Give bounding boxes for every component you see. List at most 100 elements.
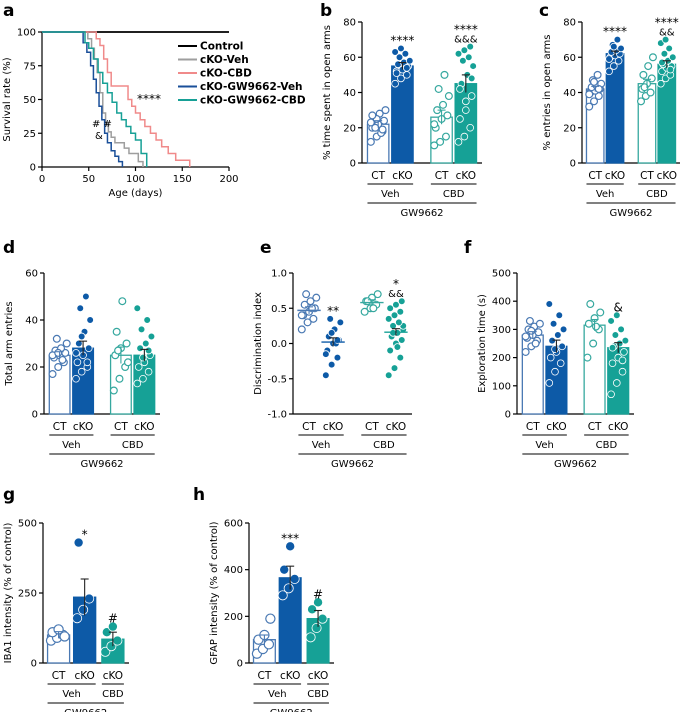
d-data-point xyxy=(133,304,142,313)
b-y-tick-label: 0 xyxy=(350,159,356,170)
a-legend-entry: cKO-GW9662-Veh xyxy=(200,81,303,93)
f-group-label: CBD xyxy=(596,440,618,451)
f-data-point xyxy=(545,300,554,308)
h-group-label: Veh xyxy=(268,689,287,700)
a-x-tick-label: 100 xyxy=(126,174,145,185)
d-data-point xyxy=(139,374,147,383)
a-x-axis-label: Age (days) xyxy=(109,188,163,199)
h-data-point xyxy=(317,613,328,624)
e-category-label: CT xyxy=(302,421,316,433)
f-group-label: Veh xyxy=(535,440,554,451)
d-data-point xyxy=(122,339,131,348)
d-y-tick-label: 20 xyxy=(25,363,38,374)
e-data-point xyxy=(297,311,306,320)
f-y-tick-label: 100 xyxy=(492,381,511,392)
h-group-label: CBD xyxy=(307,689,329,700)
b-data-point xyxy=(456,115,464,123)
e-data-point xyxy=(322,371,330,380)
b-data-point xyxy=(441,132,450,141)
g-y-tick-label: 0 xyxy=(31,659,37,670)
b-data-point xyxy=(460,132,469,141)
d-group-label: CBD xyxy=(122,440,144,451)
b-data-point xyxy=(443,111,452,120)
d-data-point xyxy=(141,339,150,348)
g-data-point xyxy=(84,593,95,604)
a-legend-entry: cKO-GW9662-CBD xyxy=(200,95,306,107)
h-significance: # xyxy=(313,587,323,601)
a-y-tick-label: 25 xyxy=(23,129,36,140)
g-group-label: CBD xyxy=(102,689,124,700)
e-data-point xyxy=(363,297,372,306)
e-data-point xyxy=(336,318,345,327)
c-data-point xyxy=(613,35,622,44)
panel-label-d: d xyxy=(3,238,15,258)
c-y-tick-label: 0 xyxy=(570,159,576,170)
g-data-point xyxy=(59,631,70,642)
b-data-point xyxy=(397,74,405,83)
c-y-tick-label: 60 xyxy=(563,53,576,64)
b-category-label: cKO xyxy=(392,170,412,182)
e-data-point xyxy=(369,304,378,313)
f-data-point xyxy=(535,319,544,328)
d-data-point xyxy=(136,344,144,353)
a-legend-entry: cKO-CBD xyxy=(200,68,252,80)
g-category-label: CT xyxy=(52,670,66,682)
d-data-point xyxy=(147,332,156,341)
d-data-point xyxy=(62,339,71,348)
f-data-point xyxy=(608,359,617,368)
f-y-axis-label: Exploration time (s) xyxy=(477,294,488,393)
d-data-point xyxy=(118,297,127,306)
b-data-point xyxy=(439,100,448,109)
c-group-label: CBD xyxy=(646,189,668,200)
e-y-tick-label: 1.0 xyxy=(271,269,287,280)
h-data-point xyxy=(313,597,324,608)
g-category-label: cKO xyxy=(74,670,94,682)
panel-label-e: e xyxy=(260,238,272,258)
c-data-point xyxy=(668,53,677,62)
e-y-tick-label: -0.5 xyxy=(267,374,287,385)
d-category-label: cKO xyxy=(134,421,154,433)
e-data-point xyxy=(373,290,382,299)
b-data-point xyxy=(466,123,475,132)
c-data-point xyxy=(590,77,599,86)
d-data-point xyxy=(137,325,146,334)
a-y-tick-label: 50 xyxy=(23,95,36,106)
f-data-point xyxy=(584,319,593,328)
e-footer-label: GW9662 xyxy=(331,459,374,470)
c-group-label: Veh xyxy=(596,189,615,200)
c-data-point xyxy=(648,53,657,62)
b-data-point xyxy=(436,137,445,146)
f-data-point xyxy=(607,317,615,325)
f-data-point xyxy=(556,359,565,368)
e-data-point xyxy=(384,371,393,380)
f-data-point xyxy=(559,325,568,334)
d-data-point xyxy=(54,348,63,357)
d-data-point xyxy=(134,363,143,371)
d-data-point xyxy=(54,363,63,372)
b-data-point xyxy=(467,92,476,100)
e-data-point xyxy=(392,300,400,309)
d-data-point xyxy=(133,379,142,388)
b-y-tick-label: 40 xyxy=(343,88,356,99)
d-data-point xyxy=(75,339,83,348)
b-category-label: CT xyxy=(435,170,449,182)
e-y-tick-label: 0.0 xyxy=(271,339,287,350)
a-series-cko-gw9662-cbd xyxy=(42,31,148,167)
h-footer-label: GW9662 xyxy=(270,708,313,712)
a-y-tick-label: 100 xyxy=(17,28,36,39)
d-category-label: CT xyxy=(114,421,128,433)
h-data-point xyxy=(277,590,288,601)
f-data-point xyxy=(611,331,620,339)
h-y-tick-label: 400 xyxy=(224,565,243,576)
b-data-point xyxy=(368,111,377,120)
e-category-label: cKO xyxy=(323,421,343,433)
h-data-point xyxy=(285,541,296,552)
h-data-point xyxy=(307,604,318,615)
f-data-point xyxy=(618,356,627,365)
f-data-point xyxy=(620,348,628,356)
e-data-point xyxy=(297,325,306,334)
e-y-tick-label: -1.0 xyxy=(267,410,287,421)
f-category-label: CT xyxy=(588,421,602,433)
panel-label-a: a xyxy=(3,1,14,21)
